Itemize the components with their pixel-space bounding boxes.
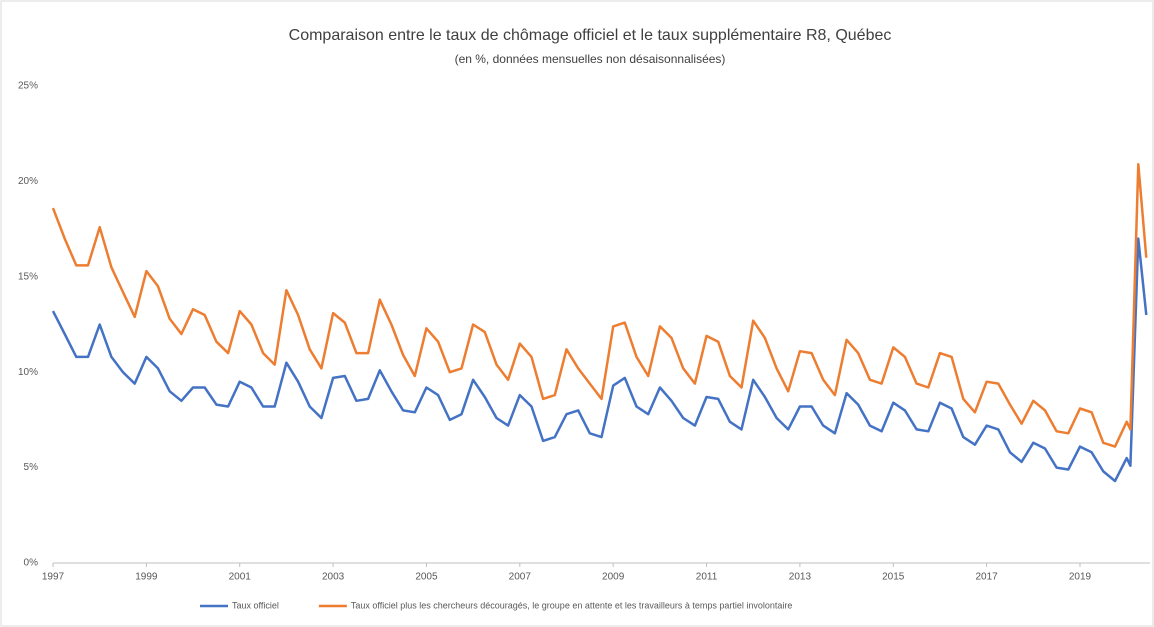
x-tick-label: 2009: [602, 572, 625, 583]
x-tick-label: 2015: [882, 572, 905, 583]
x-tick-label: 1997: [42, 572, 65, 583]
x-tick-label: 2001: [229, 572, 252, 583]
y-tick-label: 25%: [18, 81, 38, 92]
x-tick-label: 2003: [322, 572, 345, 583]
y-tick-label: 0%: [24, 558, 39, 569]
x-tick-label: 2011: [696, 572, 718, 583]
y-tick-label: 15%: [18, 271, 38, 282]
y-tick-label: 10%: [18, 367, 38, 378]
series-line: [51, 237, 1148, 483]
chart-title: Comparaison entre le taux de chômage off…: [289, 27, 892, 44]
series-line: [51, 162, 1148, 448]
x-tick-label: 2013: [789, 572, 812, 583]
x-tick-label: 1999: [135, 572, 158, 583]
y-tick-label: 20%: [18, 176, 38, 187]
legend-label: Taux officiel plus les chercheurs décour…: [351, 600, 793, 610]
chart-subtitle: (en %, données mensuelles non désaisonna…: [455, 52, 726, 66]
x-tick-label: 2017: [975, 572, 998, 583]
y-tick-label: 5%: [24, 462, 39, 473]
x-tick-label: 2019: [1069, 572, 1092, 583]
x-tick-label: 2005: [415, 572, 438, 583]
x-tick-label: 2007: [509, 572, 532, 583]
legend-label: Taux officiel: [232, 600, 279, 610]
